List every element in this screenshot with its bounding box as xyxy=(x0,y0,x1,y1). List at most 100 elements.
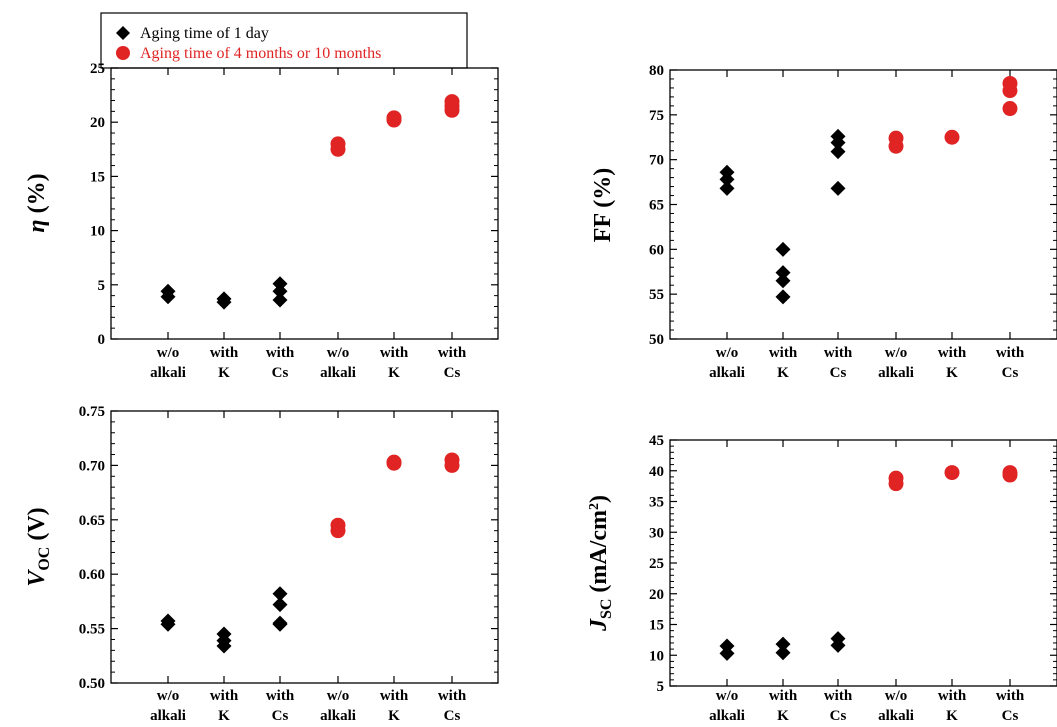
x-category-label: with Cs xyxy=(266,688,295,724)
y-tick-label: 10 xyxy=(90,224,105,240)
x-category-line-2: alkali xyxy=(320,708,356,724)
legend-label-1day: Aging time of 1 day xyxy=(140,25,269,42)
y-tick-label: 75 xyxy=(649,108,664,124)
x-category-line-2: K xyxy=(218,365,230,381)
data-point-1day xyxy=(160,289,176,305)
x-category-line-2: Cs xyxy=(830,365,847,381)
y-tick-label: 25 xyxy=(649,556,664,572)
x-category-line-2: alkali xyxy=(150,708,186,724)
data-point-1day xyxy=(272,597,288,613)
y-tick-label: 0.50 xyxy=(79,676,105,692)
x-category-label: with K xyxy=(380,345,409,381)
y-tick-label: 0.65 xyxy=(79,513,105,529)
x-category-line-2: alkali xyxy=(878,708,914,724)
data-point-1day xyxy=(216,638,232,654)
data-point-aged xyxy=(888,476,904,492)
data-point-1day xyxy=(830,144,846,160)
x-category-label: with Cs xyxy=(438,345,467,381)
data-point-aged xyxy=(386,455,402,471)
x-category-line-2: K xyxy=(777,365,789,381)
data-point-1day xyxy=(719,171,735,187)
legend-diamond-marker xyxy=(116,26,130,40)
x-category-line-1: with xyxy=(824,688,853,704)
x-category-line-1: w/o xyxy=(327,688,350,704)
x-category-line-1: with xyxy=(380,345,409,361)
x-category-label: with Cs xyxy=(266,345,295,381)
x-category-line-1: with xyxy=(938,345,967,361)
data-point-aged xyxy=(386,112,402,128)
x-category-label: with Cs xyxy=(996,345,1025,381)
y-tick-label: 30 xyxy=(649,525,664,541)
data-point-1day xyxy=(775,645,791,661)
tick-marks xyxy=(670,439,1057,687)
data-point-1day xyxy=(830,180,846,196)
x-category-line-2: K xyxy=(946,708,958,724)
x-category-line-2: Cs xyxy=(444,708,461,724)
data-points xyxy=(719,465,1018,661)
x-category-label: with K xyxy=(380,688,409,724)
x-category-line-1: with xyxy=(996,345,1025,361)
x-category-label: with K xyxy=(769,688,798,724)
x-category-line-2: K xyxy=(777,708,789,724)
y-tick-label: 5 xyxy=(657,679,665,695)
x-category-label: w/o alkali xyxy=(150,688,186,724)
x-category-line-1: w/o xyxy=(157,688,180,704)
x-category-line-1: with xyxy=(824,345,853,361)
x-category-label: with K xyxy=(210,345,239,381)
legend: Aging time of 1 day Aging time of 4 mont… xyxy=(100,12,468,69)
y-tick-label: 20 xyxy=(649,587,664,603)
x-category-label: with Cs xyxy=(824,688,853,724)
data-point-1day xyxy=(160,616,176,632)
x-category-label: with Cs xyxy=(996,688,1025,724)
y-tick-label: 5 xyxy=(98,278,106,294)
x-category-line-1: with xyxy=(210,688,239,704)
data-point-1day xyxy=(775,241,791,257)
y-tick-label: 0 xyxy=(98,332,106,348)
data-point-aged xyxy=(444,102,460,118)
legend-label-long: Aging time of 4 months or 10 months xyxy=(140,45,381,62)
x-category-line-2: alkali xyxy=(320,365,356,381)
plot-frame xyxy=(669,69,1057,340)
y-tick-label: 25 xyxy=(90,61,105,77)
x-category-line-1: with xyxy=(769,345,798,361)
tick-marks xyxy=(111,67,498,340)
x-category-line-1: with xyxy=(380,688,409,704)
x-category-label: with K xyxy=(769,345,798,381)
x-category-line-1: w/o xyxy=(885,688,908,704)
plot-frame xyxy=(110,67,499,340)
x-category-label: w/o alkali xyxy=(709,688,745,724)
y-tick-label: 0.55 xyxy=(79,622,105,638)
y-tick-label: 40 xyxy=(649,464,664,480)
y-tick-label: 35 xyxy=(649,495,664,511)
x-category-line-1: with xyxy=(266,688,295,704)
x-category-label: w/o alkali xyxy=(320,345,356,381)
data-point-aged xyxy=(944,129,960,145)
y-tick-label: 0.75 xyxy=(79,404,105,420)
data-point-aged xyxy=(330,141,346,157)
data-point-1day xyxy=(272,283,288,299)
y-axis-title: VOC (V) xyxy=(24,507,53,586)
x-category-line-1: with xyxy=(266,345,295,361)
y-tick-label: 65 xyxy=(649,198,664,214)
data-point-aged xyxy=(1002,83,1018,99)
data-point-1day xyxy=(830,637,846,653)
x-category-label: w/o alkali xyxy=(878,688,914,724)
data-points xyxy=(160,94,460,310)
y-tick-label: 80 xyxy=(649,63,664,79)
x-category-label: w/o alkali xyxy=(320,688,356,724)
x-category-line-1: w/o xyxy=(885,345,908,361)
y-tick-label: 20 xyxy=(90,115,105,131)
x-category-label: with K xyxy=(210,688,239,724)
data-points xyxy=(160,452,460,654)
x-category-line-1: with xyxy=(438,345,467,361)
x-category-line-2: alkali xyxy=(709,365,745,381)
x-category-line-1: with xyxy=(996,688,1025,704)
x-category-line-2: alkali xyxy=(709,708,745,724)
data-point-1day xyxy=(272,292,288,308)
y-tick-labels: 5 10 15 20 25 30 35 40 45 xyxy=(649,433,664,695)
data-point-1day xyxy=(719,645,735,661)
x-category-line-2: alkali xyxy=(878,365,914,381)
x-category-line-1: with xyxy=(438,688,467,704)
